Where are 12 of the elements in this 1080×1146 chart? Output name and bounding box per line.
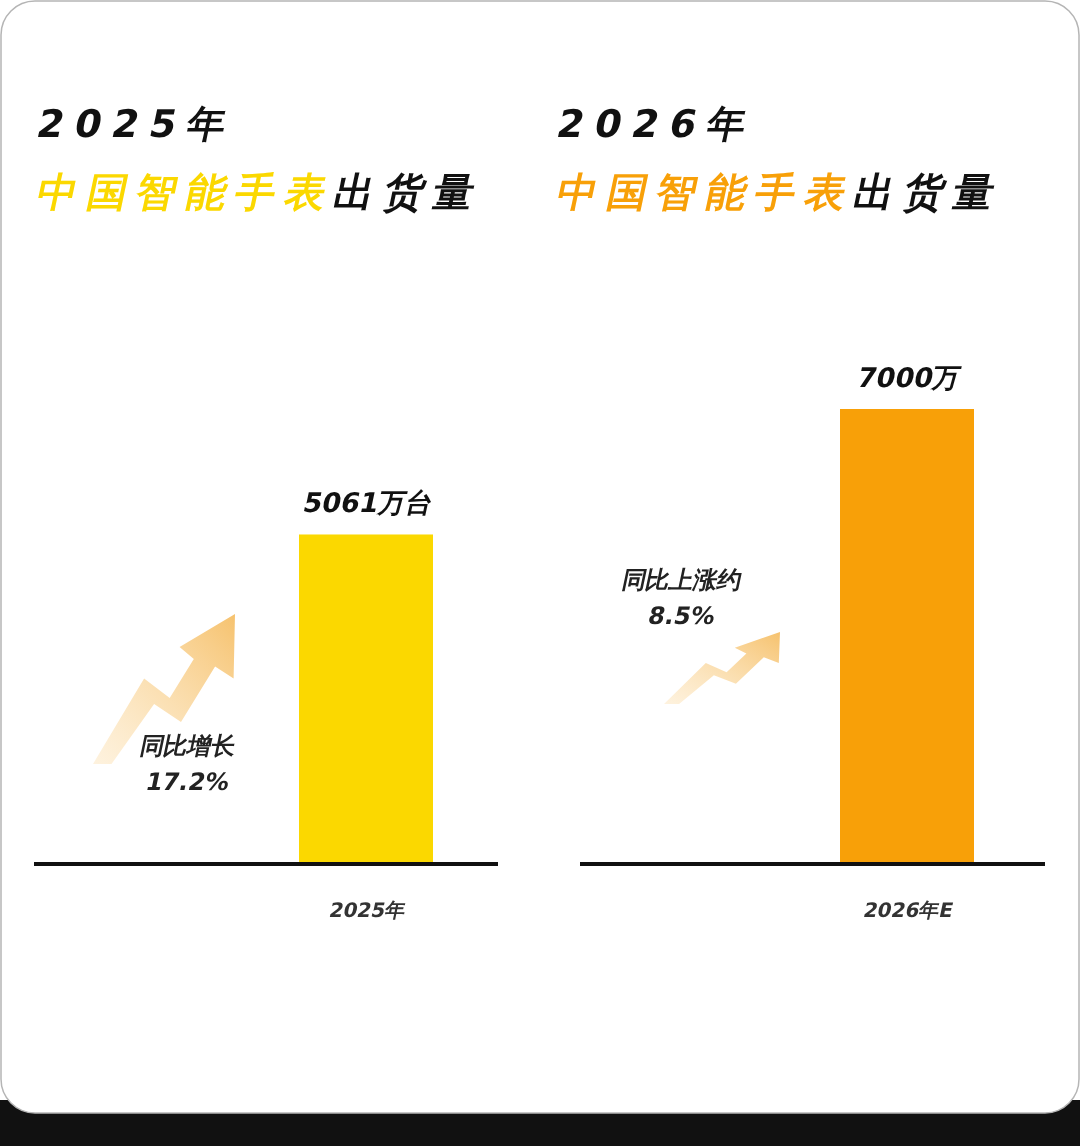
heading: 2026年: [553, 101, 761, 146]
subheading: 中国智能手表出货量: [32, 168, 489, 216]
annotation: 8.5%: [645, 601, 719, 630]
data-label: 7000万: [854, 362, 964, 393]
heading: 2025年: [33, 101, 241, 146]
subheading: 中国智能手表出货量: [552, 168, 1009, 216]
data-label: 5061万台: [300, 487, 436, 519]
annotation: 同比增长: [137, 731, 239, 760]
annotation: 同比上涨约: [619, 565, 745, 594]
annotation: 17.2%: [143, 767, 233, 796]
x-tick-label: 2026年E: [861, 898, 956, 922]
x-tick-label: 2025年: [327, 898, 408, 922]
